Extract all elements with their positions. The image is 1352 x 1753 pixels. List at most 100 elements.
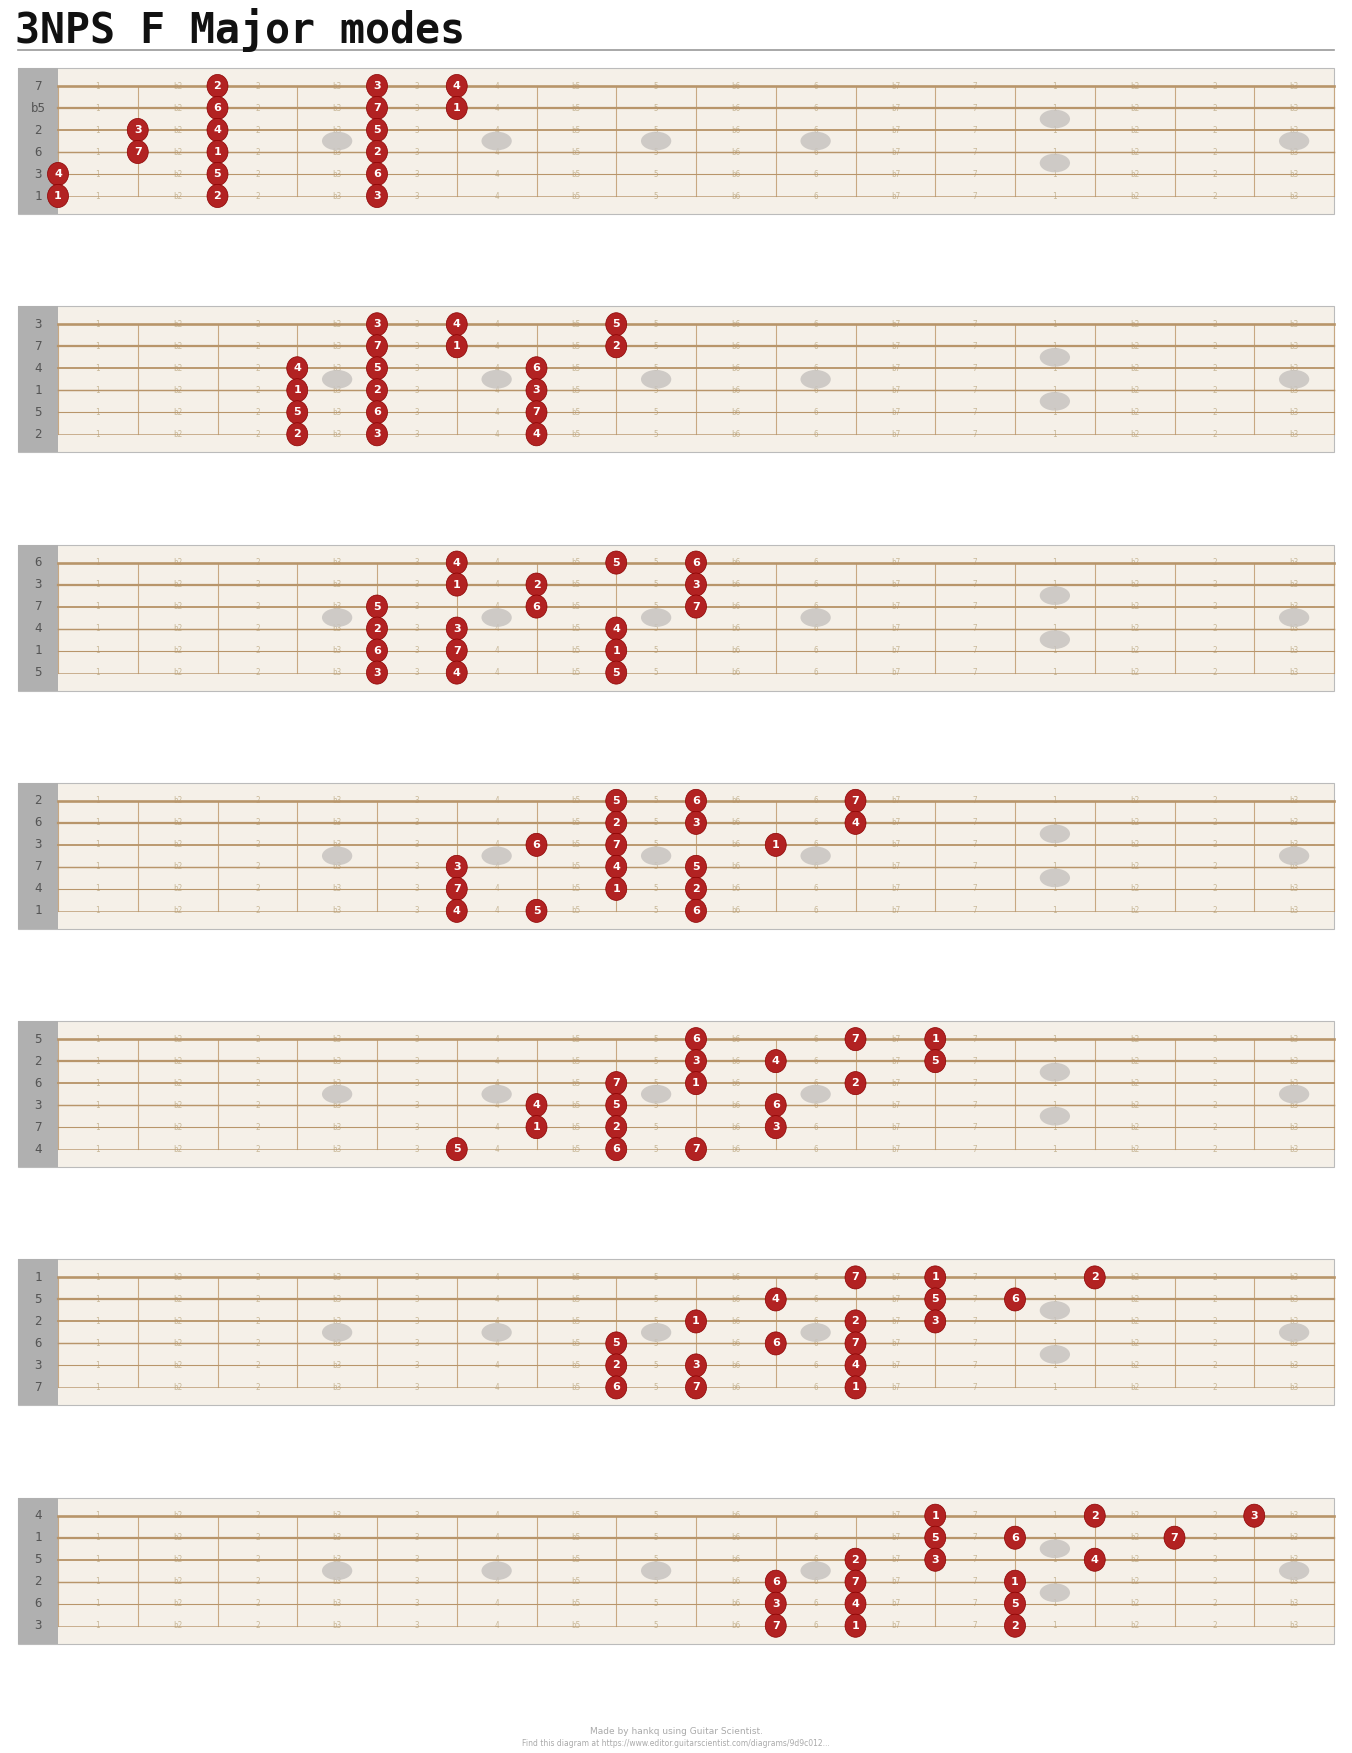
Text: b2: b2	[173, 1360, 183, 1369]
Text: 7: 7	[973, 429, 977, 438]
Text: 6: 6	[814, 1145, 818, 1153]
Text: b2: b2	[173, 319, 183, 330]
Text: b7: b7	[891, 1122, 900, 1132]
Text: 2: 2	[256, 1383, 260, 1392]
Text: 3: 3	[34, 1359, 42, 1373]
Text: b6: b6	[731, 1057, 741, 1066]
Text: 7: 7	[973, 386, 977, 394]
Text: b6: b6	[731, 557, 741, 566]
Text: b5: b5	[572, 81, 581, 91]
Text: b2: b2	[173, 906, 183, 915]
Text: b2: b2	[173, 365, 183, 373]
Ellipse shape	[526, 1094, 548, 1117]
Text: b3: b3	[333, 862, 342, 871]
Ellipse shape	[366, 140, 388, 163]
Text: 6: 6	[814, 1057, 818, 1066]
Text: 7: 7	[973, 840, 977, 850]
Text: b7: b7	[891, 557, 900, 566]
Text: 1: 1	[96, 1360, 100, 1369]
Text: 2: 2	[256, 840, 260, 850]
Text: b3: b3	[1290, 668, 1299, 677]
Text: 6: 6	[692, 1034, 700, 1045]
Ellipse shape	[366, 184, 388, 207]
Text: b2: b2	[173, 1511, 183, 1520]
Text: b7: b7	[891, 1511, 900, 1520]
Text: b2: b2	[173, 862, 183, 871]
Text: 5: 5	[654, 1555, 658, 1564]
Text: 2: 2	[1211, 342, 1217, 351]
Ellipse shape	[446, 617, 468, 640]
Text: 1: 1	[96, 819, 100, 827]
Text: b5: b5	[572, 365, 581, 373]
Ellipse shape	[1040, 393, 1069, 410]
Text: b7: b7	[891, 1622, 900, 1630]
Text: 2: 2	[256, 1578, 260, 1586]
FancyBboxPatch shape	[18, 1022, 1334, 1167]
Ellipse shape	[606, 1138, 627, 1160]
Text: b2: b2	[173, 103, 183, 112]
Text: 1: 1	[932, 1511, 940, 1520]
Text: 1: 1	[1053, 170, 1057, 179]
FancyBboxPatch shape	[18, 1259, 58, 1406]
Ellipse shape	[685, 1027, 707, 1050]
Text: b7: b7	[891, 668, 900, 677]
Text: 5: 5	[533, 906, 541, 915]
Text: 1: 1	[96, 1295, 100, 1304]
Text: b7: b7	[891, 126, 900, 135]
Ellipse shape	[366, 401, 388, 424]
Text: 7: 7	[973, 191, 977, 200]
Text: 2: 2	[34, 1315, 42, 1329]
Text: 5: 5	[654, 147, 658, 156]
Text: 5: 5	[654, 103, 658, 112]
Text: 6: 6	[692, 796, 700, 806]
Text: 5: 5	[654, 1034, 658, 1043]
Text: 3: 3	[453, 862, 461, 871]
Text: 5: 5	[373, 363, 381, 373]
Text: b3: b3	[1290, 647, 1299, 656]
Text: 6: 6	[814, 1555, 818, 1564]
Ellipse shape	[685, 899, 707, 922]
Text: 3: 3	[692, 819, 700, 827]
Text: 2: 2	[1211, 1317, 1217, 1325]
Ellipse shape	[366, 379, 388, 401]
Text: 3: 3	[415, 386, 419, 394]
Ellipse shape	[685, 1050, 707, 1073]
Text: b3: b3	[333, 408, 342, 417]
Ellipse shape	[925, 1504, 946, 1527]
Ellipse shape	[606, 335, 627, 358]
Ellipse shape	[1279, 131, 1309, 151]
Ellipse shape	[1005, 1615, 1026, 1637]
Text: b2: b2	[173, 170, 183, 179]
Text: b2: b2	[1130, 1383, 1140, 1392]
Text: 4: 4	[495, 796, 499, 805]
Text: 2: 2	[1211, 147, 1217, 156]
Text: 7: 7	[973, 1339, 977, 1348]
Text: 3: 3	[34, 838, 42, 852]
Text: b7: b7	[891, 1034, 900, 1043]
FancyBboxPatch shape	[18, 784, 1334, 929]
Text: 4: 4	[495, 647, 499, 656]
Text: 3: 3	[415, 796, 419, 805]
Ellipse shape	[446, 550, 468, 575]
Ellipse shape	[606, 876, 627, 901]
Ellipse shape	[845, 789, 867, 812]
Text: b3: b3	[1290, 81, 1299, 91]
Text: 1: 1	[772, 840, 780, 850]
Text: 4: 4	[495, 601, 499, 612]
Text: b3: b3	[1290, 1578, 1299, 1586]
Text: b6: b6	[731, 191, 741, 200]
Text: b2: b2	[1130, 1273, 1140, 1281]
Ellipse shape	[322, 131, 353, 151]
Text: b5: b5	[572, 557, 581, 566]
Text: 3: 3	[415, 557, 419, 566]
Text: 7: 7	[973, 319, 977, 330]
Text: b3: b3	[1290, 1555, 1299, 1564]
Text: 5: 5	[654, 342, 658, 351]
Text: 7: 7	[612, 1078, 621, 1089]
Text: b6: b6	[731, 126, 741, 135]
Text: 2: 2	[293, 429, 301, 440]
Text: 6: 6	[814, 126, 818, 135]
Text: b3: b3	[333, 319, 342, 330]
Text: b7: b7	[891, 624, 900, 633]
Text: 3: 3	[134, 124, 142, 135]
